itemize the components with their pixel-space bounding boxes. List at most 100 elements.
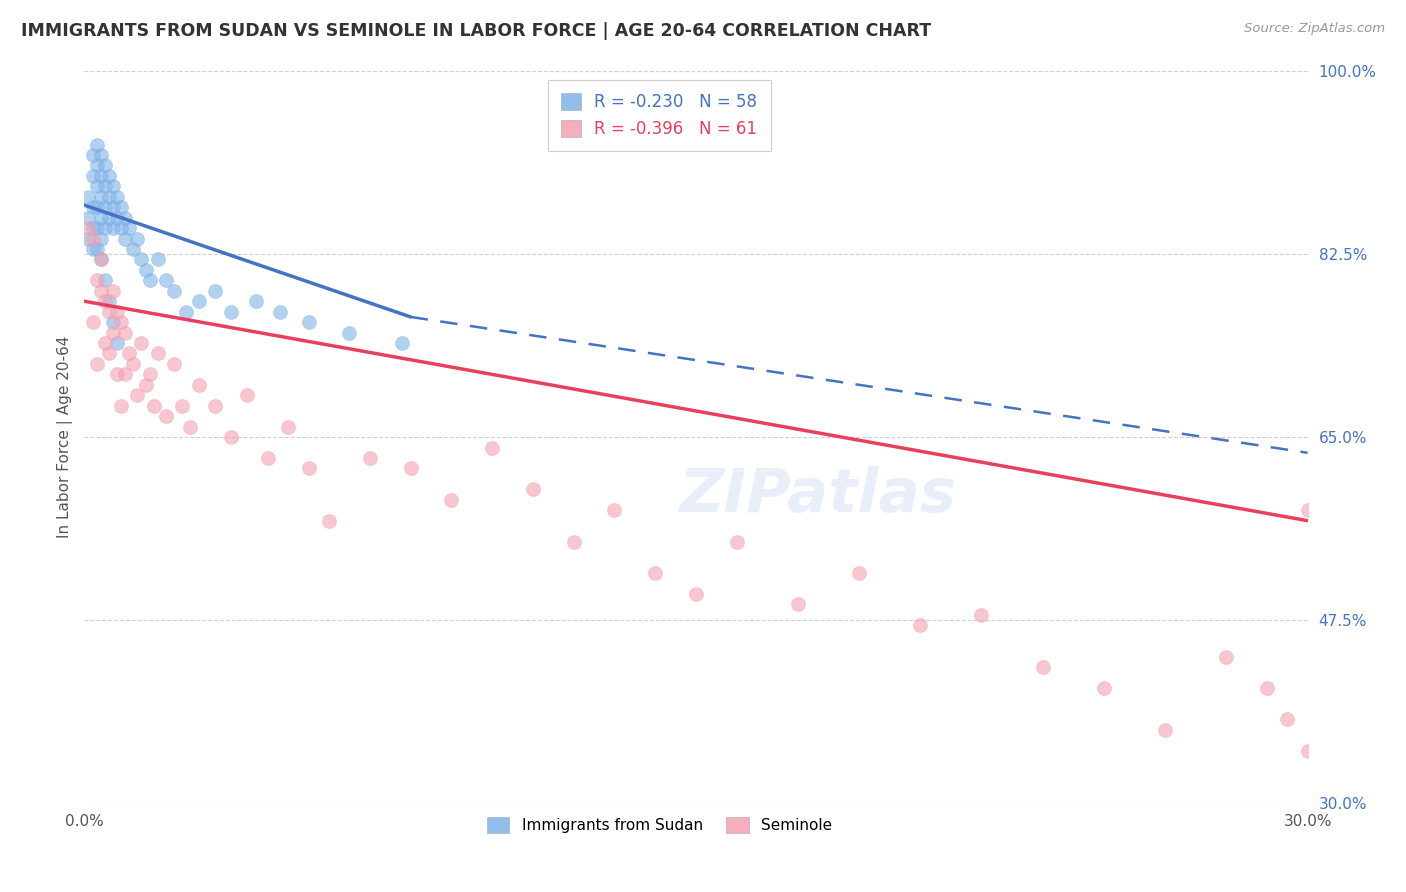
Point <box>93 221 115 235</box>
Point <box>146 346 169 360</box>
Point <box>399 461 422 475</box>
Point <box>82 200 104 214</box>
Point <box>86 242 108 256</box>
Point <box>105 211 128 225</box>
Point <box>187 377 209 392</box>
Point <box>82 242 104 256</box>
Point <box>97 190 120 204</box>
Point <box>174 304 197 318</box>
Point <box>339 326 361 340</box>
Point <box>110 315 132 329</box>
Point <box>1032 660 1054 674</box>
Point <box>257 450 280 465</box>
Point <box>725 534 748 549</box>
Point <box>90 169 112 183</box>
Point <box>90 190 112 204</box>
Point <box>105 368 128 382</box>
Point <box>90 211 112 225</box>
Point <box>1154 723 1177 737</box>
Point <box>97 211 120 225</box>
Point <box>187 294 209 309</box>
Point <box>97 304 120 318</box>
Point <box>86 137 108 152</box>
Point <box>110 200 132 214</box>
Point <box>787 597 810 611</box>
Point <box>77 221 100 235</box>
Point <box>1215 649 1237 664</box>
Point <box>142 399 165 413</box>
Point <box>910 618 932 632</box>
Point <box>298 315 321 329</box>
Point <box>204 284 226 298</box>
Point <box>204 399 226 413</box>
Point <box>93 273 115 287</box>
Point <box>114 368 136 382</box>
Point <box>101 284 124 298</box>
Point <box>101 326 124 340</box>
Legend: Immigrants from Sudan, Seminole: Immigrants from Sudan, Seminole <box>481 811 838 839</box>
Point <box>77 190 100 204</box>
Point <box>118 221 141 235</box>
Point <box>86 200 108 214</box>
Point <box>90 252 112 267</box>
Point <box>172 399 194 413</box>
Point <box>90 148 112 162</box>
Point <box>90 252 112 267</box>
Point <box>86 273 108 287</box>
Point <box>105 190 128 204</box>
Point <box>93 158 115 172</box>
Point <box>391 336 413 351</box>
Point <box>114 326 136 340</box>
Point <box>269 304 291 318</box>
Point <box>97 294 120 309</box>
Point <box>644 566 666 580</box>
Point <box>101 200 124 214</box>
Point <box>105 336 128 351</box>
Point <box>122 357 145 371</box>
Point <box>1296 503 1319 517</box>
Point <box>135 263 157 277</box>
Point <box>90 284 112 298</box>
Point <box>90 231 112 245</box>
Point <box>86 158 108 172</box>
Point <box>236 388 259 402</box>
Point <box>105 304 128 318</box>
Text: ZIPatlas: ZIPatlas <box>679 467 957 525</box>
Point <box>219 430 242 444</box>
Point <box>146 252 169 267</box>
Point <box>685 587 707 601</box>
Point <box>114 231 136 245</box>
Point <box>163 357 186 371</box>
Point <box>86 357 108 371</box>
Point <box>1296 743 1319 757</box>
Point <box>155 273 177 287</box>
Point <box>93 294 115 309</box>
Point <box>135 377 157 392</box>
Point <box>77 211 100 225</box>
Text: IMMIGRANTS FROM SUDAN VS SEMINOLE IN LABOR FORCE | AGE 20-64 CORRELATION CHART: IMMIGRANTS FROM SUDAN VS SEMINOLE IN LAB… <box>21 22 931 40</box>
Point <box>110 221 132 235</box>
Point <box>86 221 108 235</box>
Point <box>1092 681 1115 695</box>
Point <box>848 566 870 580</box>
Point <box>138 273 160 287</box>
Point <box>179 419 201 434</box>
Point <box>127 231 149 245</box>
Point <box>86 179 108 194</box>
Point <box>122 242 145 256</box>
Point <box>481 441 503 455</box>
Point <box>101 179 124 194</box>
Point <box>277 419 299 434</box>
Point <box>82 231 104 245</box>
Point <box>93 336 115 351</box>
Point <box>114 211 136 225</box>
Point <box>118 346 141 360</box>
Point <box>101 315 124 329</box>
Point <box>97 346 120 360</box>
Point <box>93 200 115 214</box>
Point <box>970 607 993 622</box>
Point <box>93 179 115 194</box>
Point <box>562 534 585 549</box>
Point <box>97 169 120 183</box>
Y-axis label: In Labor Force | Age 20-64: In Labor Force | Age 20-64 <box>58 336 73 538</box>
